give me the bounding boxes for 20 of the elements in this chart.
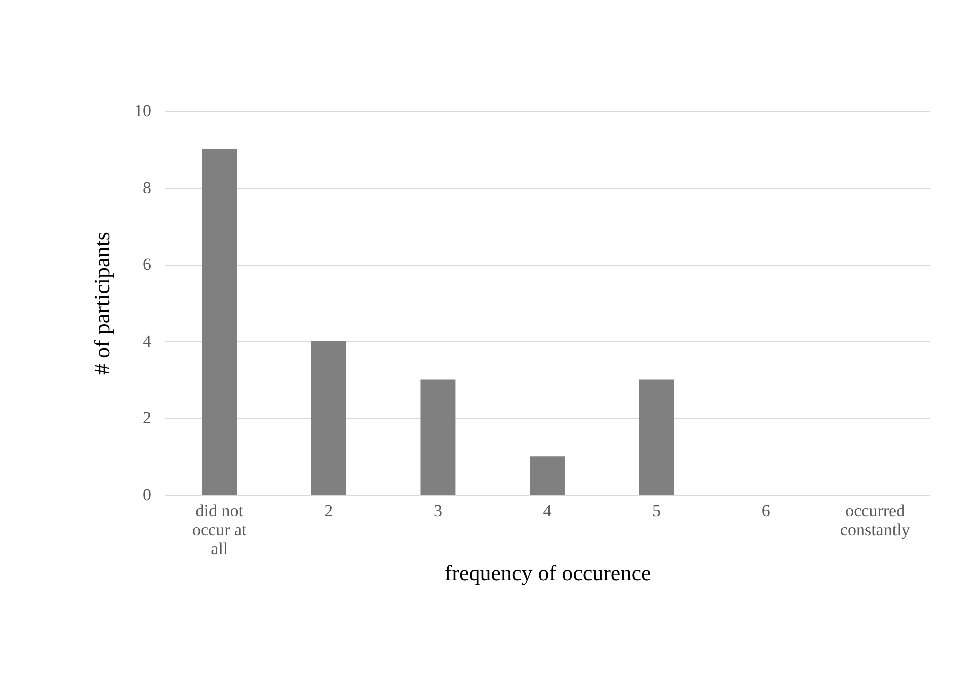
x-tick-label: 5 (652, 502, 662, 520)
x-tick-label: 3 (434, 502, 442, 520)
bar (530, 456, 565, 495)
y-tick-label: 10 (134, 102, 152, 120)
y-tick-label: 2 (143, 408, 152, 428)
x-tick-label: 6 (762, 502, 770, 520)
x-tick-label: did not occur at all (192, 502, 248, 558)
y-tick-label: 8 (143, 178, 152, 198)
y-tick-label: 4 (143, 332, 152, 351)
y-tick-label: 6 (143, 255, 152, 274)
bar (639, 380, 674, 495)
bar (311, 341, 346, 495)
y-tick-label: 0 (143, 486, 152, 504)
x-tick-label: occurred constantly (840, 502, 911, 540)
bar (420, 380, 456, 495)
x-tick-label: 2 (324, 502, 334, 520)
bar (202, 149, 238, 495)
x-tick-label: 4 (543, 502, 552, 520)
y-axis-title: # of participants (90, 232, 114, 375)
x-axis-title: frequency of occurence (444, 560, 652, 586)
